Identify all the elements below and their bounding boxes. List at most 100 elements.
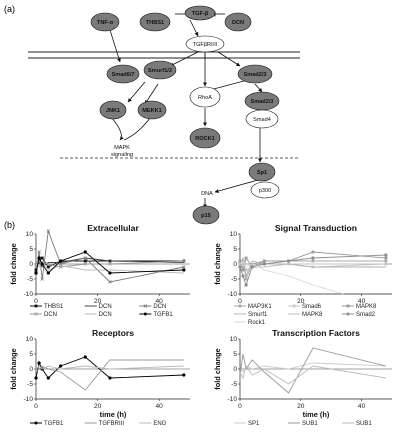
x-tick-label: 20	[94, 298, 102, 305]
legend-label: ENG	[153, 421, 166, 427]
legend-entry: SUB1	[342, 421, 372, 427]
node-dcn: DCN	[224, 12, 252, 32]
x-tick-label: 0	[238, 298, 242, 305]
svg-text:THBS1: THBS1	[146, 20, 164, 26]
node-smad23a: Smad2/3	[237, 64, 273, 84]
y-tick-label: -5	[231, 276, 237, 283]
panel-a-label: (a)	[4, 4, 15, 14]
svg-text:MEKK1: MEKK1	[142, 108, 162, 114]
svg-text:DCN: DCN	[232, 20, 244, 26]
data-point	[241, 268, 245, 272]
data-point	[40, 256, 44, 260]
y-tick-label: 5	[29, 351, 33, 358]
svg-text:MAPK: MAPK	[114, 145, 130, 151]
data-point	[182, 259, 186, 263]
x-axis-label: time (h)	[303, 410, 330, 419]
y-tick-label: 0	[233, 366, 237, 373]
y-tick-label: 10	[230, 231, 238, 238]
series-sp1	[239, 362, 386, 373]
data-point	[238, 259, 242, 263]
data-point	[37, 361, 41, 365]
data-point	[182, 265, 186, 269]
data-point	[59, 259, 63, 263]
data-point	[182, 373, 186, 377]
data-point	[46, 229, 51, 233]
data-point	[83, 250, 87, 254]
y-tick-label: -5	[27, 276, 33, 283]
svg-text:TNF-α: TNF-α	[97, 20, 114, 26]
y-tick-label: -10	[227, 396, 237, 403]
svg-text:Sp1: Sp1	[257, 170, 267, 176]
x-tick-label: 0	[34, 298, 38, 305]
legend-label: Smurf1	[248, 312, 268, 318]
series-line	[239, 260, 344, 295]
data-point	[108, 271, 112, 275]
data-point	[46, 376, 50, 380]
legend-label: Rock1	[248, 320, 266, 326]
series-rock1	[239, 260, 344, 295]
x-tick-label: 20	[94, 403, 102, 410]
legend-entry: TGFBRIII	[84, 421, 124, 427]
legend-label: THBS1	[44, 304, 64, 310]
data-point	[244, 277, 248, 281]
series-line	[35, 359, 184, 391]
legend-label: TGFB1	[44, 421, 64, 427]
legend-entry: Smad2	[342, 312, 376, 318]
series-line	[239, 364, 386, 385]
y-axis-label: fold change	[213, 348, 222, 389]
legend-entry: MAPK8	[342, 304, 377, 310]
legend-label: Smad6	[302, 304, 322, 310]
series-sub1	[239, 364, 386, 385]
data-point	[59, 364, 63, 368]
data-point	[83, 259, 87, 263]
data-point	[241, 265, 245, 269]
chart-title: Receptors	[92, 328, 134, 338]
data-point	[384, 253, 388, 257]
y-tick-label: 10	[26, 336, 34, 343]
node-rock1: ROCK1	[189, 127, 221, 149]
series-line	[35, 365, 184, 370]
data-point	[37, 250, 41, 254]
legend-entry: SUB1	[288, 421, 318, 427]
series-line	[239, 256, 386, 278]
data-point	[83, 262, 88, 266]
legend-entry: DCN	[84, 312, 112, 318]
note-mapk-signaling: MAPK signaling	[111, 145, 133, 158]
series-tgfb1	[34, 250, 186, 275]
y-tick-label: -5	[231, 381, 237, 388]
data-point	[108, 376, 112, 380]
legend-entry: MAP3K1	[234, 304, 272, 310]
data-point	[108, 262, 112, 266]
note-dna: DNA	[201, 191, 213, 197]
svg-text:Smad2/3: Smad2/3	[243, 72, 266, 78]
svg-text:ROCK1: ROCK1	[195, 136, 215, 142]
data-point	[384, 259, 388, 263]
data-point	[244, 283, 248, 287]
y-tick-label: 5	[29, 246, 33, 253]
chart-title: Transcription Factors	[272, 328, 360, 338]
node-sp1: Sp1	[248, 162, 276, 182]
legend-label: DCN	[153, 304, 166, 310]
chart-title: Extracellular	[87, 223, 139, 233]
data-point	[311, 256, 315, 260]
series-line	[239, 347, 387, 394]
x-tick-label: 40	[358, 403, 366, 410]
svg-text:TGF-β: TGF-β	[192, 11, 209, 17]
svg-text:p15: p15	[201, 213, 211, 219]
data-point	[46, 262, 51, 266]
y-tick-label: 10	[230, 336, 238, 343]
node-p15: p15	[192, 205, 220, 225]
panel-b-label: (b)	[4, 220, 15, 230]
y-tick-label: -10	[227, 291, 237, 298]
data-point	[83, 355, 87, 359]
data-point	[34, 271, 38, 275]
svg-text:RhoA: RhoA	[198, 95, 212, 101]
legend-entry: Smurf1	[234, 312, 268, 318]
y-tick-label: -10	[23, 396, 33, 403]
chart-title: Signal Transduction	[275, 223, 357, 233]
y-tick-label: 5	[233, 246, 237, 253]
data-point	[46, 265, 50, 269]
x-tick-label: 0	[238, 403, 242, 410]
legend-label: DCN	[99, 304, 112, 310]
